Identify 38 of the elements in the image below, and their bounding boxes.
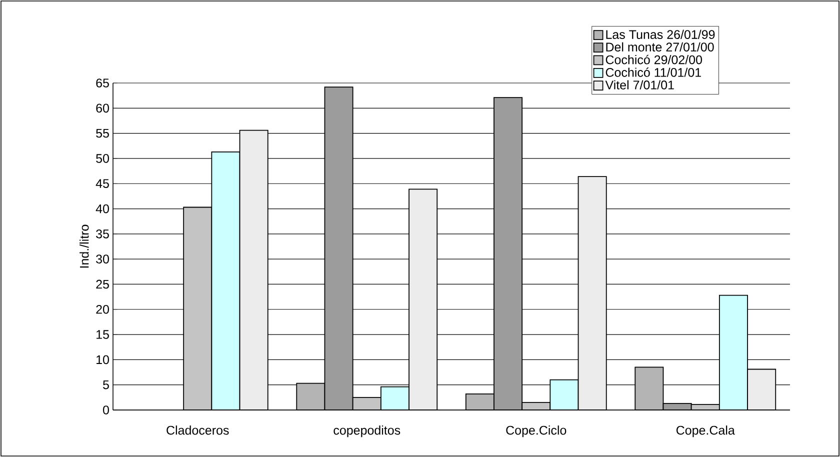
bar — [211, 151, 240, 410]
bar — [550, 379, 579, 410]
y-axis-title: Ind./litro — [80, 224, 89, 268]
bar — [408, 188, 438, 410]
y-tick-label: 0 — [103, 406, 109, 414]
x-tick-label: Cladoceros — [166, 426, 229, 435]
bar — [718, 294, 748, 410]
y-tick-label: 20 — [96, 304, 109, 314]
bar — [494, 97, 523, 410]
y-tick-label: 35 — [96, 229, 109, 238]
y-tick-label: 10 — [96, 355, 109, 364]
legend-label: Las Tunas 26/01/99 — [606, 30, 715, 39]
bar — [747, 368, 776, 410]
legend-label: Cochicó 11/01/01 — [606, 68, 701, 77]
x-tick-label: copepoditos — [334, 426, 400, 438]
y-tick-label: 60 — [96, 104, 109, 113]
y-tick-label: 5 — [103, 380, 109, 390]
legend-label: Del monte 27/01/00 — [606, 42, 714, 52]
y-tick-label: 15 — [96, 330, 109, 339]
bar — [239, 130, 268, 410]
bar — [578, 176, 607, 410]
y-tick-label: 45 — [96, 179, 109, 188]
x-tick-label: Cope.Ciclo — [506, 426, 566, 438]
legend-label: Cochicó 29/02/00 — [606, 54, 702, 64]
bar — [324, 86, 354, 410]
bar — [634, 366, 664, 410]
y-tick-label: 65 — [96, 78, 109, 88]
y-tick-label: 30 — [96, 254, 109, 264]
bar — [465, 393, 494, 410]
y-tick-label: 55 — [96, 128, 109, 138]
bar — [380, 386, 410, 410]
y-tick-label: 25 — [96, 280, 109, 289]
y-tick-label: 40 — [96, 204, 109, 214]
bar — [296, 382, 326, 410]
bar — [183, 206, 212, 410]
legend-label: Vitel 7/01/01 — [605, 80, 674, 90]
x-tick-label: Cope.Cala — [676, 426, 735, 438]
y-tick-label: 50 — [96, 154, 109, 163]
